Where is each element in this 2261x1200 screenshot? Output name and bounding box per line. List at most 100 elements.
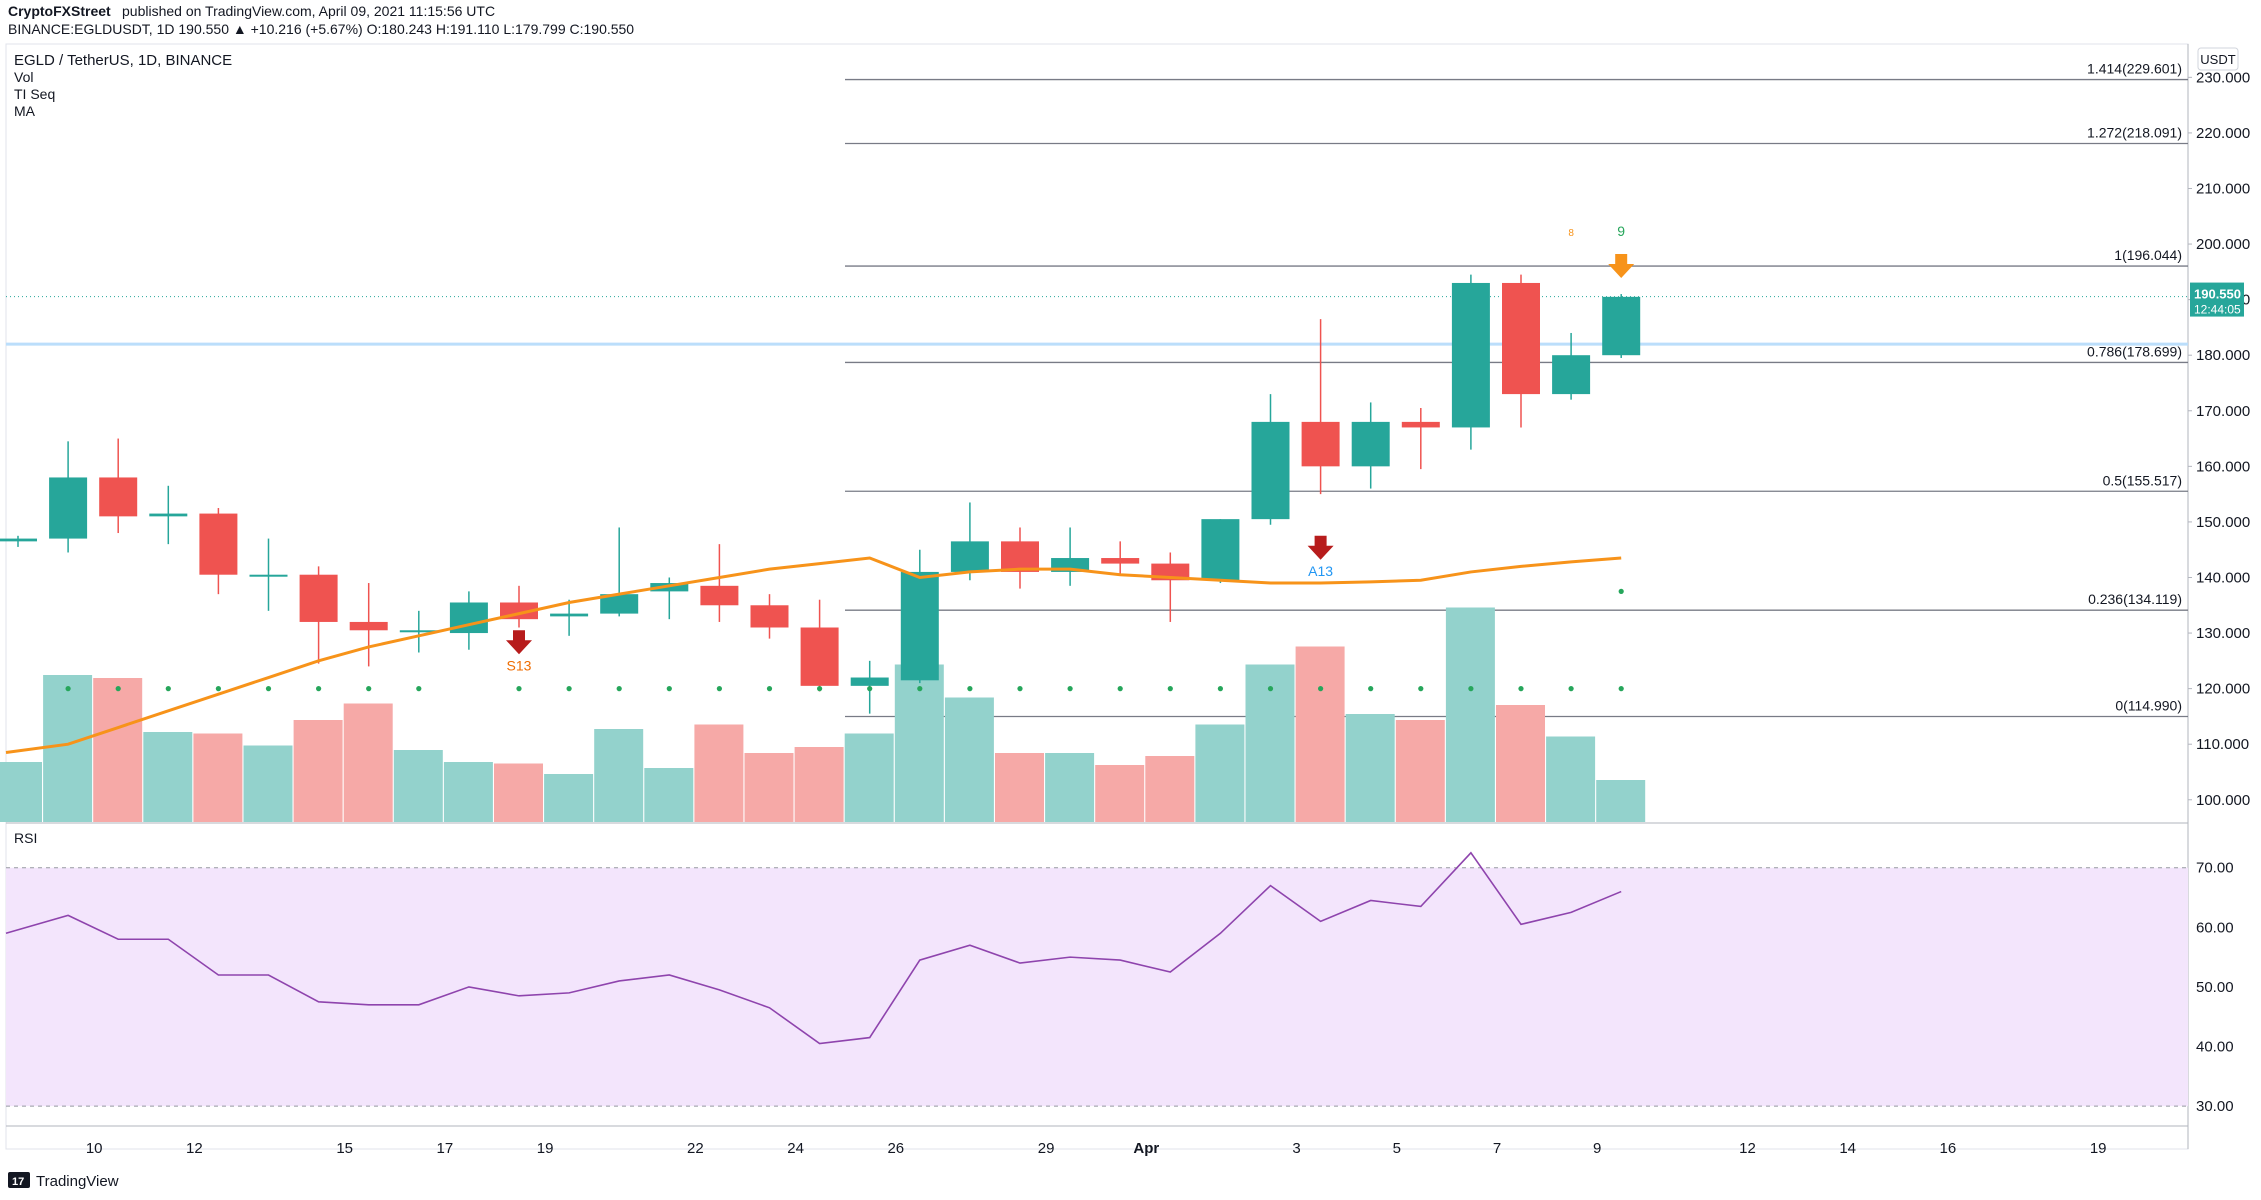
ti-seq-dot: [1518, 686, 1524, 692]
volume-bar: [1546, 736, 1596, 822]
indicator-ti-seq[interactable]: TI Seq: [14, 86, 55, 102]
ti-seq-dot: [1267, 686, 1274, 692]
seq-count-small-label: 8: [1568, 228, 1574, 239]
volume-bar: [93, 678, 143, 822]
ohlc-readout: BINANCE:EGLDUSDT, 1D 190.550 ▲ +10.216 (…: [8, 21, 634, 37]
candle-body: [1001, 541, 1039, 572]
volume-bar: [1095, 765, 1145, 822]
volume-bar: [944, 697, 994, 822]
volume-bar: [243, 745, 293, 822]
ti-seq-dot: [1368, 686, 1374, 692]
volume-bar: [844, 733, 894, 822]
last-price-value: 190.550: [2194, 287, 2241, 302]
candle-body: [700, 585, 739, 606]
tradingview-logo-glyph: 17: [12, 1176, 24, 1188]
volume-bar: [694, 724, 744, 822]
candle-body: [99, 477, 138, 517]
volume-bar: [1395, 720, 1445, 822]
candle-body: [1251, 421, 1290, 520]
candle-body: [1502, 282, 1540, 395]
ti-seq-dot: [1568, 686, 1574, 692]
time-tick-label: 12: [186, 1140, 203, 1157]
volume-bar: [443, 762, 493, 822]
price-tick-label: 110.000: [2196, 736, 2249, 753]
candle-body: [1201, 519, 1240, 581]
candle-body: [399, 630, 438, 633]
ti-seq-dot: [516, 686, 522, 692]
time-tick-label: 26: [887, 1140, 904, 1157]
volume-bar: [594, 729, 644, 822]
ti-seq-dot: [917, 686, 923, 692]
time-tick-label: 22: [687, 1140, 704, 1157]
volume-bar: [494, 763, 543, 822]
price-tick-label: 150.000: [2196, 514, 2250, 531]
signal-label: A13: [1308, 563, 1333, 579]
levels-layer: 1.414(229.601) 1.272(218.091) 1(196.044) 0.…: [6, 61, 2188, 718]
time-tick-label: 19: [537, 1140, 554, 1157]
ti-seq-dot: [416, 686, 422, 692]
rsi-tick-label: 60.00: [2196, 919, 2234, 936]
ma-layer: [5, 556, 1622, 755]
ti-seq-dot: [666, 686, 672, 692]
time-tick-label: 7: [1493, 1140, 1501, 1157]
price-tick-label: 230.000: [2196, 69, 2250, 86]
rsi-tick-label: 40.00: [2196, 1039, 2234, 1056]
rsi-layer: 70.00 60.00 50.00 40.00 30.00: [5, 851, 2234, 1115]
candle-body: [349, 621, 388, 631]
candle-body: [1552, 355, 1591, 395]
publisher-name[interactable]: CryptoFXStreet: [8, 3, 111, 19]
price-tick-label: 220.000: [2196, 125, 2250, 142]
rsi-label[interactable]: RSI: [14, 830, 37, 846]
price-tick-label: 200.000: [2196, 236, 2250, 253]
volume-bar: [794, 747, 844, 822]
candle-body: [1301, 421, 1340, 467]
currency-badge[interactable]: [2197, 47, 2239, 71]
time-tick-label: 10: [86, 1140, 103, 1157]
time-tick-label: 29: [1038, 1140, 1055, 1157]
fib-level-label: 0(114.990): [2115, 697, 2182, 713]
ti-seq-dot: [1017, 686, 1023, 692]
ti-seq-dot: [566, 686, 572, 692]
volume-bar: [1195, 724, 1245, 822]
ti-seq-dot: [1468, 686, 1474, 692]
candle-body: [1101, 558, 1140, 564]
volume-bar: [343, 703, 393, 822]
time-tick-label: 17: [437, 1140, 454, 1157]
rsi-line: [5, 851, 1622, 1045]
candle-body: [0, 538, 37, 542]
volume-bar: [193, 733, 243, 822]
ti-seq-dot: [716, 686, 723, 692]
price-tick-label: 130.000: [2196, 625, 2250, 642]
footer-brand: TradingView: [36, 1173, 119, 1190]
candle-countdown: 12:44:05: [2194, 303, 2241, 317]
time-tick-label: 12: [1739, 1140, 1756, 1157]
candle-body: [1351, 421, 1390, 467]
price-tick-label: 140.000: [2196, 569, 2250, 586]
ti-seq-dot: [1418, 686, 1424, 692]
candle-body: [950, 541, 989, 572]
last-price-badge: [2190, 282, 2244, 317]
candle-body: [299, 574, 338, 622]
volume-bar: [143, 732, 193, 822]
ti-seq-dot: [115, 686, 121, 692]
volume-bar: [43, 675, 93, 822]
time-tick-label: 3: [1292, 1140, 1300, 1157]
fib-level-label: 0.786(178.699): [2087, 343, 2182, 359]
indicator-vol[interactable]: Vol: [14, 69, 33, 85]
ti-seq-dot: [1067, 686, 1073, 692]
ti-seq-dot: [1167, 686, 1173, 692]
candle-body: [1401, 421, 1440, 428]
fib-level-label: 1(196.044): [2114, 247, 2182, 263]
ti-seq-layer: S13 A13 9 8: [65, 223, 1635, 692]
time-tick-label: 15: [336, 1140, 353, 1157]
indicator-ma[interactable]: MA: [14, 103, 36, 119]
ti-seq-dot: [1618, 588, 1624, 594]
rsi-tick-label: 30.00: [2196, 1098, 2234, 1115]
price-tick-label: 180.000: [2196, 347, 2250, 364]
fib-level-label: 1.414(229.601): [2087, 61, 2182, 77]
ti-seq-dot: [1618, 686, 1624, 692]
volume-bar: [1596, 780, 1646, 822]
tradingview-logo[interactable]: 17 TradingView: [8, 1172, 119, 1190]
seq-count-label: 9: [1617, 223, 1625, 239]
